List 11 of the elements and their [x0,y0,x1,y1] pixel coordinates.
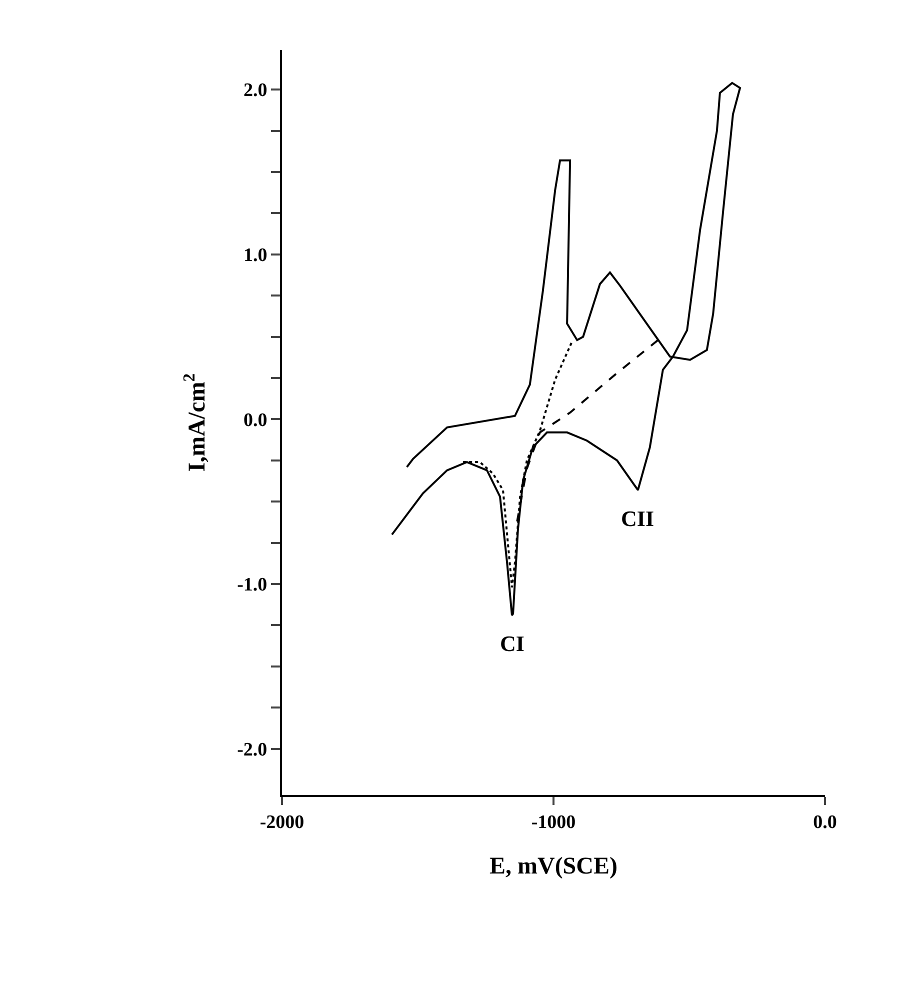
x-tick-label: -2000 [260,812,304,833]
x-axis-title: E, mV(SCE) [489,854,618,880]
y-tick-label: -2.0 [237,740,268,760]
x-tick-label: -1000 [531,812,576,833]
y-tick-label: 0.0 [243,410,268,431]
x-tick-label: 0.0 [813,812,837,833]
y-tick-label: 2.0 [243,80,268,102]
y-tick-label: -1.0 [237,574,268,596]
annotation: CI [500,631,524,656]
y-tick-label: 1.0 [243,245,268,266]
annotation: CII [621,506,654,531]
